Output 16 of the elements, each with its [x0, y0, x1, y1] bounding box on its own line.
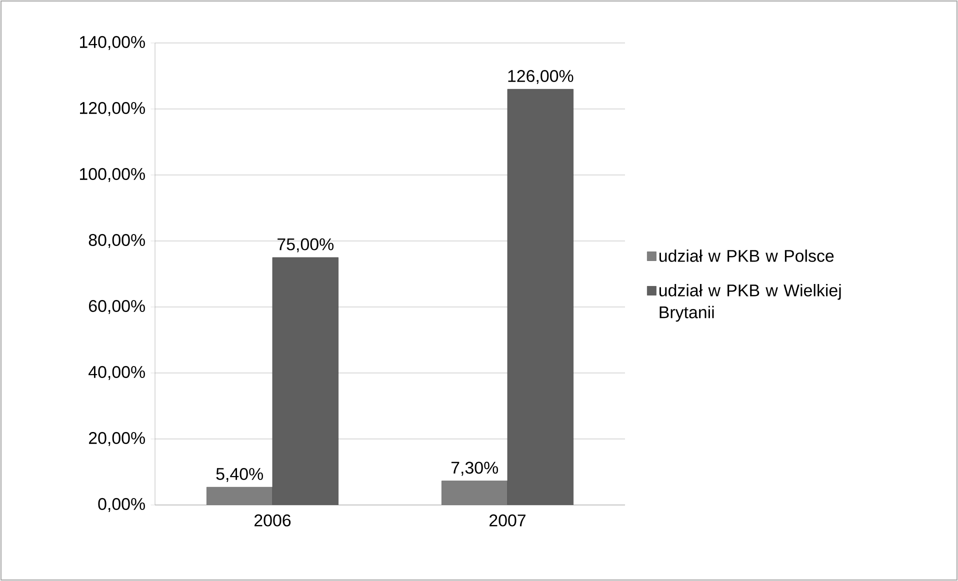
x-tick-label: 2006 — [254, 514, 291, 526]
y-tick-label: 20,00% — [88, 432, 145, 446]
legend-label: udział w PKB w Wielkiej Brytanii — [659, 284, 841, 322]
data-label: 7,30% — [451, 462, 498, 476]
x-tick-label: 2007 — [490, 514, 526, 526]
y-tick-label: 0,00% — [98, 498, 145, 512]
legend-label: udział w PKB w Polsce — [659, 249, 834, 262]
y-tick-label: 100,00% — [80, 168, 145, 182]
data-label: 126,00% — [508, 70, 574, 84]
y-tick-label: 120,00% — [80, 102, 145, 116]
y-tick-label: 140,00% — [80, 36, 145, 50]
y-tick-label: 60,00% — [88, 300, 145, 314]
data-label: 75,00% — [278, 238, 334, 252]
data-label: 5,40% — [216, 468, 264, 482]
y-tick-label: 40,00% — [88, 366, 145, 380]
y-tick-label: 80,00% — [88, 234, 145, 248]
